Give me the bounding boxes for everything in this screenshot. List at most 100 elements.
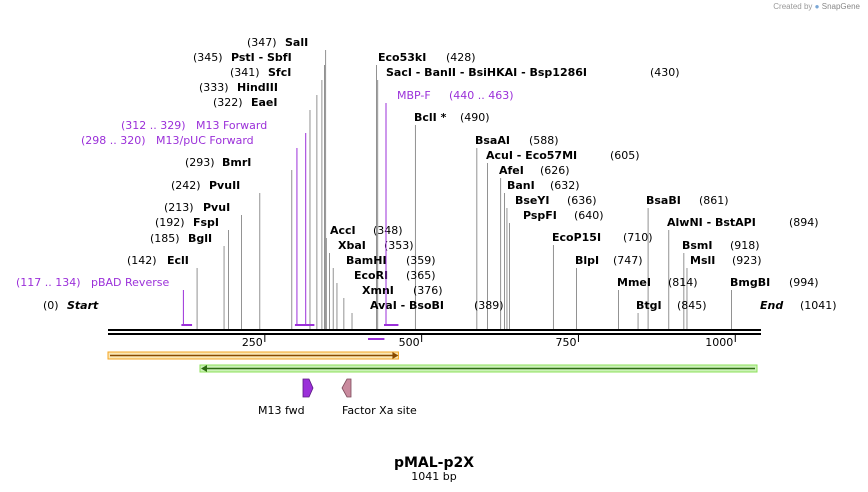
site-label-bsaai[interactable]: BsaAI bbox=[475, 134, 510, 147]
site-label-psti-sbfi[interactable]: PstI - SbfI bbox=[231, 51, 292, 64]
site-pos-eaei: (322) bbox=[213, 96, 243, 109]
site-pos-psti: (345) bbox=[193, 51, 223, 64]
site-label-eaei[interactable]: EaeI bbox=[251, 96, 278, 109]
site-pos-bani: (632) bbox=[550, 179, 580, 192]
primer-label-m13puc[interactable]: M13/pUC Forward bbox=[156, 134, 254, 147]
primer-label-pbad[interactable]: pBAD Reverse bbox=[91, 276, 169, 289]
plasmid-length: 1041 bp bbox=[411, 470, 456, 483]
site-pos-bsmi: (918) bbox=[730, 239, 760, 252]
site-pos-xmni: (376) bbox=[413, 284, 443, 297]
site-pos-bgli: (185) bbox=[150, 232, 180, 245]
brand-credit[interactable]: Created by ● SnapGene bbox=[773, 2, 860, 11]
primer-bar[interactable] bbox=[384, 324, 399, 326]
end-label: End bbox=[760, 299, 783, 312]
site-pos-fspi: (192) bbox=[155, 216, 185, 229]
site-label-bmri[interactable]: BmrI bbox=[222, 156, 251, 169]
primer-bars bbox=[181, 103, 399, 340]
site-pos-pvui: (213) bbox=[164, 201, 194, 214]
primer-label-m13[interactable]: M13 Forward bbox=[196, 119, 267, 132]
site-label-saci-group[interactable]: SacI - BanII - BsiHKAI - Bsp1286I bbox=[386, 66, 587, 79]
site-pos-bsabi: (861) bbox=[699, 194, 729, 207]
brand-prefix: Created by bbox=[773, 2, 813, 11]
end-pos-label: (1041) bbox=[800, 299, 837, 312]
site-pos-msli: (923) bbox=[732, 254, 762, 267]
site-pos-alwni: (894) bbox=[789, 216, 819, 229]
site-label-msli[interactable]: MslI bbox=[690, 254, 715, 267]
site-label-xbai[interactable]: XbaI bbox=[338, 239, 366, 252]
site-pos-xbai: (353) bbox=[384, 239, 414, 252]
primer-label-mbpf[interactable]: MBP-F bbox=[397, 89, 431, 102]
primer-bar-bottom[interactable] bbox=[368, 338, 385, 340]
ruler-tick-label: 1000 bbox=[705, 336, 733, 349]
site-label-sfci[interactable]: SfcI bbox=[268, 66, 291, 79]
site-pos-bsaai: (588) bbox=[529, 134, 559, 147]
site-label-bmgbi[interactable]: BmgBI bbox=[730, 276, 770, 289]
ruler-ticks: 250 500 750 1000 bbox=[242, 335, 736, 349]
site-label-bani[interactable]: BanI bbox=[507, 179, 535, 192]
orange-feature-arrowhead bbox=[392, 352, 399, 359]
site-label-btgi[interactable]: BtgI bbox=[636, 299, 662, 312]
marker-label-m13fwd: M13 fwd bbox=[258, 404, 305, 417]
site-pos-mmei: (814) bbox=[668, 276, 698, 289]
site-label-xmni[interactable]: XmnI bbox=[362, 284, 394, 297]
site-pos-afei: (626) bbox=[540, 164, 570, 177]
start-label: Start bbox=[67, 299, 99, 312]
site-label-sali[interactable]: SalI bbox=[285, 36, 308, 49]
sequence-line-top bbox=[108, 329, 761, 331]
primer-range-m13: (312 .. 329) bbox=[121, 119, 186, 132]
m13-fwd-marker[interactable] bbox=[302, 378, 314, 398]
site-label-fspi[interactable]: FspI bbox=[193, 216, 219, 229]
site-pos-hindiii: (333) bbox=[199, 81, 229, 94]
site-pos-bamhi: (359) bbox=[406, 254, 436, 267]
factor-xa-marker[interactable] bbox=[341, 378, 352, 398]
site-label-bcli[interactable]: BclI * bbox=[414, 111, 447, 124]
site-label-bseyi[interactable]: BseYI bbox=[515, 194, 549, 207]
primer-range-pbad: (117 .. 134) bbox=[16, 276, 81, 289]
ruler-tick-label: 250 bbox=[242, 336, 263, 349]
ruler-tick-label: 500 bbox=[399, 336, 420, 349]
site-label-bgli[interactable]: BglI bbox=[188, 232, 212, 245]
primer-bar[interactable] bbox=[294, 324, 309, 326]
site-label-ecli[interactable]: EclI bbox=[167, 254, 189, 267]
brand-name: SnapGene bbox=[821, 2, 860, 11]
site-label-acci[interactable]: AccI bbox=[330, 224, 356, 237]
site-label-pvui[interactable]: PvuI bbox=[203, 201, 230, 214]
site-pos-blpi: (747) bbox=[613, 254, 643, 267]
site-label-alwni-bstapi[interactable]: AlwNI - BstAPI bbox=[667, 216, 756, 229]
site-labels: (0) Start (117 .. 134) pBAD Reverse (142… bbox=[16, 36, 837, 312]
green-feature-arrowhead bbox=[201, 365, 207, 372]
m13-fwd-arrow-icon bbox=[302, 378, 314, 398]
site-label-afei[interactable]: AfeI bbox=[499, 164, 524, 177]
site-label-pspfi[interactable]: PspFI bbox=[523, 209, 557, 222]
site-pos-bcli: (490) bbox=[460, 111, 490, 124]
primer-bar[interactable] bbox=[303, 324, 315, 326]
site-label-bamhi[interactable]: BamHI bbox=[346, 254, 387, 267]
site-label-ecop15i[interactable]: EcoP15I bbox=[552, 231, 601, 244]
site-pos-ecli: (142) bbox=[127, 254, 157, 267]
site-pos-bseyi: (636) bbox=[567, 194, 597, 207]
site-pos-pvuii: (242) bbox=[171, 179, 201, 192]
site-pos-sfci: (341) bbox=[230, 66, 260, 79]
plasmid-name: pMAL-p2X bbox=[394, 455, 474, 471]
site-label-acui-eco57mi[interactable]: AcuI - Eco57MI bbox=[486, 149, 577, 162]
site-label-pvuii[interactable]: PvuII bbox=[209, 179, 240, 192]
site-label-avai-bsobi[interactable]: AvaI - BsoBI bbox=[370, 299, 444, 312]
site-label-ecori[interactable]: EcoRI bbox=[354, 269, 388, 282]
primer-bar[interactable] bbox=[181, 324, 193, 326]
site-leader-lines bbox=[196, 50, 732, 329]
site-pos-pspfi: (640) bbox=[574, 209, 604, 222]
site-pos-saci: (430) bbox=[650, 66, 680, 79]
site-label-bsmi[interactable]: BsmI bbox=[682, 239, 713, 252]
site-label-blpi[interactable]: BlpI bbox=[575, 254, 599, 267]
site-label-hindiii[interactable]: HindIII bbox=[237, 81, 278, 94]
site-pos-avai: (389) bbox=[474, 299, 504, 312]
site-label-bsabi[interactable]: BsaBI bbox=[646, 194, 681, 207]
site-pos-sali: (347) bbox=[247, 36, 277, 49]
site-pos-bmri: (293) bbox=[185, 156, 215, 169]
site-label-eco53ki[interactable]: Eco53kI bbox=[378, 51, 426, 64]
site-pos-btgi: (845) bbox=[677, 299, 707, 312]
start-pos-label: (0) bbox=[43, 299, 59, 312]
site-label-mmei[interactable]: MmeI bbox=[617, 276, 651, 289]
site-pos-eco53ki: (428) bbox=[446, 51, 476, 64]
